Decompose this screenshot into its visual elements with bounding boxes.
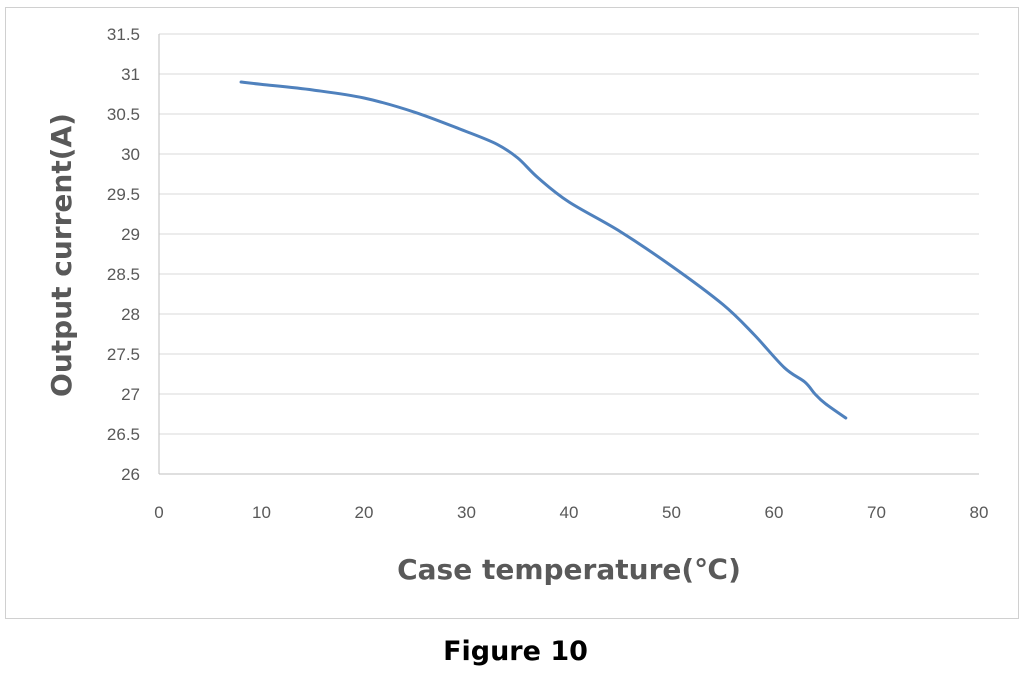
y-tick-label: 26 (121, 465, 140, 484)
y-tick-label: 30 (121, 145, 140, 164)
grid-lines (158, 33, 979, 475)
line-chart: 26 26.5 27 27.5 28 28.5 29 29.5 30 30.5 31 31.5 0 10… (45, 25, 988, 586)
x-tick-label: 70 (867, 503, 886, 522)
x-tick-label: 50 (662, 503, 681, 522)
y-tick-labels: 26 26.5 27 27.5 28 28.5 29 29.5 30 30.5 31 31.5 (107, 25, 140, 484)
chart-frame: 26 26.5 27 27.5 28 28.5 29 29.5 30 30.5 31 31.5 0 10… (5, 7, 1019, 619)
x-tick-label: 40 (560, 503, 579, 522)
x-tick-label: 30 (457, 503, 476, 522)
y-tick-label: 27.5 (107, 345, 140, 364)
figure-caption: Figure 10 (443, 636, 588, 667)
x-tick-label: 10 (252, 503, 271, 522)
x-axis-title: Case temperature(℃) (397, 553, 741, 586)
x-tick-label: 60 (765, 503, 784, 522)
x-tick-label: 80 (970, 503, 989, 522)
y-tick-label: 30.5 (107, 105, 140, 124)
y-tick-label: 31.5 (107, 25, 140, 44)
series-line (239, 80, 848, 420)
series-layer (239, 80, 848, 420)
y-tick-label: 27 (121, 385, 140, 404)
y-tick-label: 29 (121, 225, 140, 244)
y-tick-label: 29.5 (107, 185, 140, 204)
y-tick-label: 28.5 (107, 265, 140, 284)
y-axis-title: Output current(A) (45, 113, 78, 397)
x-tick-labels: 0 10 20 30 40 50 60 70 80 (154, 503, 988, 522)
x-tick-label: 20 (355, 503, 374, 522)
y-tick-label: 26.5 (107, 425, 140, 444)
y-tick-label: 28 (121, 305, 140, 324)
x-tick-label: 0 (154, 503, 163, 522)
y-tick-label: 31 (121, 65, 140, 84)
